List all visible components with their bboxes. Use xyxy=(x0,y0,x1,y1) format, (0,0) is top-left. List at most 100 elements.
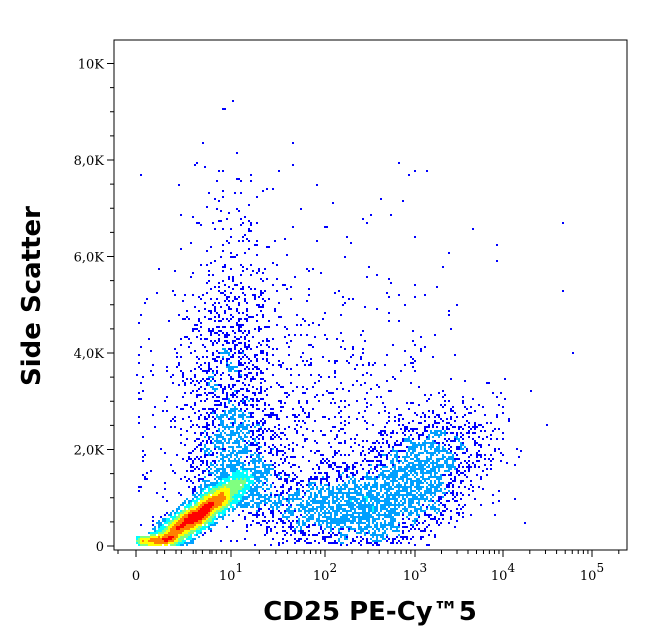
event-dot xyxy=(210,340,212,342)
event-dot xyxy=(190,392,192,394)
event-dot xyxy=(386,528,388,530)
event-dot xyxy=(402,514,404,516)
event-dot xyxy=(212,422,214,424)
event-dot xyxy=(178,536,180,538)
event-dot xyxy=(240,474,242,476)
event-dot xyxy=(234,412,236,414)
event-dot xyxy=(432,500,434,502)
event-dot xyxy=(216,464,218,466)
event-dot xyxy=(366,488,368,490)
event-dot xyxy=(254,490,256,492)
event-dot xyxy=(228,464,230,466)
event-dot xyxy=(456,492,458,494)
event-dot xyxy=(436,488,438,490)
event-dot xyxy=(176,518,178,520)
event-dot xyxy=(202,502,204,504)
event-dot xyxy=(416,474,418,476)
event-dot xyxy=(370,490,372,492)
event-dot xyxy=(204,526,206,528)
event-dot xyxy=(452,492,454,494)
event-dot xyxy=(266,474,268,476)
event-dot xyxy=(176,542,178,544)
event-dot xyxy=(408,430,410,432)
event-dot xyxy=(140,540,142,542)
event-dot xyxy=(360,334,362,336)
event-dot xyxy=(490,460,492,462)
event-dot xyxy=(462,494,464,496)
event-dot xyxy=(246,474,248,476)
event-dot xyxy=(162,534,164,536)
event-dot xyxy=(242,440,244,442)
event-dot xyxy=(366,492,368,494)
event-dot xyxy=(294,528,296,530)
event-dot xyxy=(376,476,378,478)
event-dot xyxy=(406,466,408,468)
event-dot xyxy=(258,462,260,464)
event-dot xyxy=(414,448,416,450)
event-dot xyxy=(180,534,182,536)
event-dot xyxy=(368,492,370,494)
event-dot xyxy=(236,506,238,508)
event-dot xyxy=(464,486,466,488)
event-dot xyxy=(444,450,446,452)
event-dot xyxy=(318,542,320,544)
event-dot xyxy=(196,466,198,468)
event-dot xyxy=(334,526,336,528)
event-dot xyxy=(360,540,362,542)
event-dot xyxy=(192,492,194,494)
event-dot xyxy=(218,220,220,222)
event-dot xyxy=(372,534,374,536)
event-dot xyxy=(252,468,254,470)
event-dot xyxy=(278,360,280,362)
event-dot xyxy=(264,460,266,462)
event-dot xyxy=(298,524,300,526)
event-dot xyxy=(210,298,212,300)
event-dot xyxy=(352,298,354,300)
event-dot xyxy=(360,532,362,534)
event-dot xyxy=(264,472,266,474)
event-dot xyxy=(204,346,206,348)
event-dot xyxy=(430,498,432,500)
event-dot xyxy=(368,526,370,528)
event-dot xyxy=(370,494,372,496)
event-dot xyxy=(404,536,406,538)
event-dot xyxy=(226,502,228,504)
event-dot xyxy=(262,372,264,374)
event-dot xyxy=(432,446,434,448)
event-dot xyxy=(404,490,406,492)
event-dot xyxy=(362,522,364,524)
event-dot xyxy=(220,378,222,380)
event-dot xyxy=(248,440,250,442)
event-dot xyxy=(232,394,234,396)
event-dot xyxy=(282,284,284,286)
event-dot xyxy=(238,372,240,374)
event-dot xyxy=(200,448,202,450)
event-dot xyxy=(384,484,386,486)
event-dot xyxy=(142,460,144,462)
event-dot xyxy=(452,464,454,466)
event-dot xyxy=(168,536,170,538)
event-dot xyxy=(236,488,238,490)
event-dot xyxy=(248,346,250,348)
event-dot xyxy=(434,432,436,434)
event-dot xyxy=(408,512,410,514)
event-dot xyxy=(346,518,348,520)
event-dot xyxy=(376,470,378,472)
event-dot xyxy=(222,390,224,392)
event-dot xyxy=(214,394,216,396)
event-dot xyxy=(178,492,180,494)
event-dot xyxy=(138,536,140,538)
event-dot xyxy=(416,520,418,522)
event-dot xyxy=(184,508,186,510)
event-dot xyxy=(238,380,240,382)
event-dot xyxy=(250,224,252,226)
event-dot xyxy=(268,428,270,430)
event-dot xyxy=(428,446,430,448)
event-dot xyxy=(336,500,338,502)
event-dot xyxy=(344,522,346,524)
event-dot xyxy=(346,514,348,516)
event-dot xyxy=(302,530,304,532)
event-dot xyxy=(196,500,198,502)
event-dot xyxy=(252,444,254,446)
event-dot xyxy=(252,480,254,482)
